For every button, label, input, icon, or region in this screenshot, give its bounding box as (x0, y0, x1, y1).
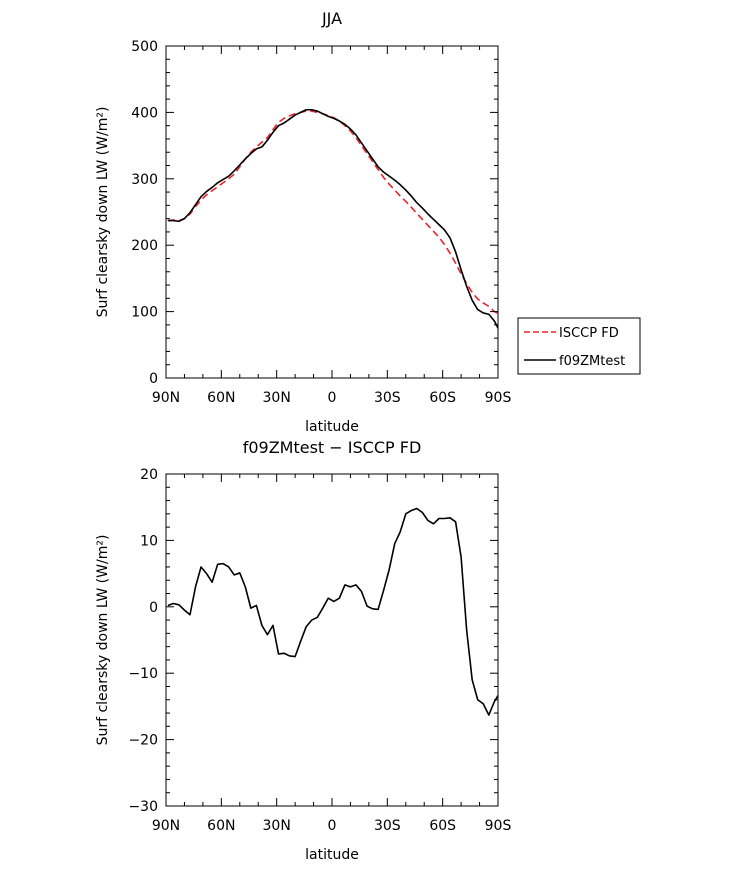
top-x-tick-label: 60N (207, 390, 235, 406)
top-y-tick-label: 0 (149, 371, 158, 387)
bottom-chart-x-axis-title: latitude (305, 847, 359, 863)
top-chart-y-ticks: 0 100 200 300 400 500 (131, 39, 498, 387)
top-y-tick-label: 200 (131, 238, 158, 254)
top-chart-x-ticks: 90N 60N 30N 0 30S 60S 90S (152, 46, 512, 406)
top-chart-x-axis-title: latitude (305, 419, 359, 435)
top-chart-panel: JJA 0 100 200 300 400 500 90N 60N 30N 0 30S 60S 90S… (95, 9, 641, 435)
bottom-y-tick-label: −10 (128, 666, 158, 682)
top-x-tick-label: 90N (152, 390, 180, 406)
top-series-line-f09zmtest (167, 108, 498, 329)
bottom-y-tick-label: −30 (128, 799, 158, 815)
top-chart-legend: ISCCP FD f09ZMtest (517, 317, 641, 375)
bottom-x-tick-label: 0 (328, 818, 337, 834)
top-x-tick-label: 30N (263, 390, 291, 406)
bottom-x-tick-label: 30S (374, 818, 401, 834)
top-x-tick-label: 0 (328, 390, 337, 406)
bottom-chart-y-ticks: −30 −20 −10 0 10 20 (128, 467, 498, 815)
bottom-chart-y-axis-title: Surf clearsky down LW (W/m²) (95, 535, 111, 746)
bottom-chart-panel: f09ZMtest − ISCCP FD −30 −20 −10 0 10 20 90N 6… (95, 438, 511, 863)
bottom-x-tick-label: 30N (263, 818, 291, 834)
bottom-y-tick-label: 0 (149, 600, 158, 616)
bottom-y-tick-label: 10 (140, 533, 158, 549)
top-chart-y-axis-title: Surf clearsky down LW (W/m²) (95, 107, 111, 318)
bottom-x-tick-label: 90S (485, 818, 512, 834)
top-chart-title: JJA (321, 9, 342, 28)
bottom-y-tick-label: −20 (128, 733, 158, 749)
top-x-tick-label: 60S (429, 390, 456, 406)
bottom-x-tick-label: 60N (207, 818, 235, 834)
top-y-tick-label: 500 (131, 39, 158, 55)
bottom-y-tick-label: 20 (140, 467, 158, 483)
top-x-tick-label: 90S (485, 390, 512, 406)
bottom-x-tick-label: 60S (429, 818, 456, 834)
legend-box (517, 317, 641, 375)
top-y-tick-label: 400 (131, 105, 158, 121)
top-chart-frame (165, 45, 499, 379)
bottom-chart-title: f09ZMtest − ISCCP FD (243, 438, 422, 457)
legend-label-isccp: ISCCP FD (559, 326, 619, 341)
top-chart-series-lines (167, 108, 498, 329)
top-y-tick-label: 100 (131, 305, 158, 321)
bottom-chart-frame (165, 473, 499, 807)
bottom-chart-x-ticks: 90N 60N 30N 0 30S 60S 90S (152, 474, 512, 834)
legend-label-f09zmtest: f09ZMtest (559, 354, 625, 369)
bottom-series-line-0 (167, 507, 498, 716)
top-y-tick-label: 300 (131, 172, 158, 188)
bottom-chart-series-lines (167, 507, 498, 716)
top-series-line-isccp-fd (167, 110, 498, 315)
bottom-x-tick-label: 90N (152, 818, 180, 834)
top-x-tick-label: 30S (374, 390, 401, 406)
